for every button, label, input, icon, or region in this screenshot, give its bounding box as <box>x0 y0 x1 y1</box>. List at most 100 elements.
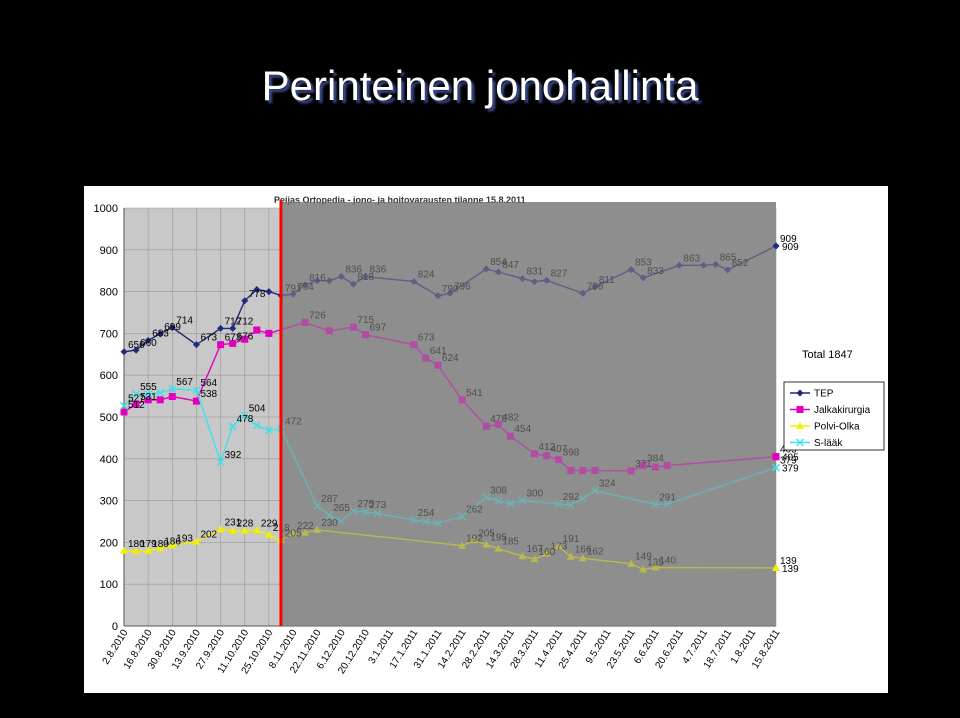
point <box>217 324 225 332</box>
y-tick-label: 200 <box>100 537 118 549</box>
data-label: 379 <box>780 456 797 467</box>
data-label: 179 <box>140 539 157 550</box>
data-label: 712 <box>237 316 254 327</box>
end-value-label: 379 <box>782 464 799 475</box>
point <box>156 544 165 552</box>
point <box>132 400 140 408</box>
data-label: 676 <box>237 331 254 342</box>
point <box>144 390 153 399</box>
point <box>132 547 141 555</box>
point <box>217 341 225 349</box>
y-tick-label: 400 <box>100 454 118 466</box>
legend: TEP Jalkakirurgia Polvi-Olka S-lääk <box>783 381 885 451</box>
point <box>240 411 249 420</box>
y-tick-label: 0 <box>112 621 118 633</box>
point <box>192 341 200 349</box>
data-label: 229 <box>261 518 278 529</box>
point <box>772 242 780 250</box>
data-label: 538 <box>200 389 217 400</box>
data-label: 656 <box>128 340 145 351</box>
point <box>772 453 780 461</box>
point <box>241 335 249 343</box>
end-value-label: 405 <box>782 453 799 464</box>
point <box>796 422 804 429</box>
point <box>253 326 261 334</box>
point <box>120 546 128 554</box>
point <box>216 525 225 533</box>
point <box>120 408 128 416</box>
point <box>265 288 273 296</box>
point <box>241 297 249 305</box>
point <box>796 389 804 397</box>
y-tick-label: 1000 <box>94 203 118 215</box>
data-label: 712 <box>225 316 242 327</box>
data-label: 555 <box>140 382 157 393</box>
point <box>265 329 273 337</box>
data-label: 683 <box>152 329 169 340</box>
data-label: 231 <box>225 517 242 528</box>
total-label: Total 1847 <box>802 349 853 361</box>
point <box>144 546 153 554</box>
point <box>192 386 201 395</box>
data-label: 512 <box>128 400 145 411</box>
point <box>772 563 780 571</box>
point <box>156 396 164 404</box>
y-tick-label: 300 <box>100 496 118 508</box>
chart-title: Peijas Ortopedia - jono- ja hoitovaraust… <box>274 195 526 205</box>
line-chart: Peijas Ortopedia - jono- ja hoitovaraust… <box>94 195 885 676</box>
future-dim-overlay <box>281 202 776 626</box>
point <box>228 526 237 534</box>
point <box>264 530 273 538</box>
data-label: 180 <box>152 539 169 550</box>
point <box>252 421 261 430</box>
legend-entry: S-lääk <box>814 438 843 449</box>
point <box>772 463 780 472</box>
y-tick-label: 500 <box>100 412 118 424</box>
y-tick-label: 600 <box>100 370 118 382</box>
y-tick-label: 700 <box>100 328 118 340</box>
point <box>120 348 128 356</box>
data-label: 193 <box>176 533 193 544</box>
data-label: 527 <box>128 394 145 405</box>
point <box>168 393 176 401</box>
point <box>192 397 200 405</box>
point <box>168 384 177 393</box>
data-label: 531 <box>140 392 157 403</box>
point <box>240 526 249 534</box>
data-label: 228 <box>237 519 254 530</box>
point <box>264 426 273 435</box>
data-label: 909 <box>780 234 797 245</box>
y-tick-label: 100 <box>100 579 118 591</box>
y-tick-label: 800 <box>100 287 118 299</box>
end-value-label: 909 <box>782 242 799 253</box>
point <box>796 438 804 447</box>
point <box>253 286 261 294</box>
point <box>156 330 164 338</box>
data-label: 478 <box>237 414 254 425</box>
data-label: 714 <box>176 316 193 327</box>
point <box>156 388 165 397</box>
data-label: 139 <box>780 556 797 567</box>
point <box>120 401 128 410</box>
point <box>168 541 177 549</box>
point <box>168 324 176 332</box>
data-label: 673 <box>225 333 242 344</box>
legend-entry: Jalkakirurgia <box>814 405 871 416</box>
data-label: 673 <box>200 333 217 344</box>
data-label: 660 <box>140 338 157 349</box>
point <box>144 396 152 404</box>
point <box>228 422 237 431</box>
point <box>132 390 141 399</box>
data-label: 186 <box>164 536 181 547</box>
point <box>144 337 152 345</box>
data-label: 392 <box>225 450 242 461</box>
y-tick-label: 900 <box>100 245 118 257</box>
data-label: 180 <box>128 539 145 550</box>
point <box>796 406 804 413</box>
point <box>216 458 225 467</box>
data-label: 564 <box>200 378 217 389</box>
point <box>132 346 140 354</box>
point <box>229 324 237 332</box>
legend-entry: TEP <box>814 389 834 400</box>
end-value-label: 139 <box>782 564 799 575</box>
